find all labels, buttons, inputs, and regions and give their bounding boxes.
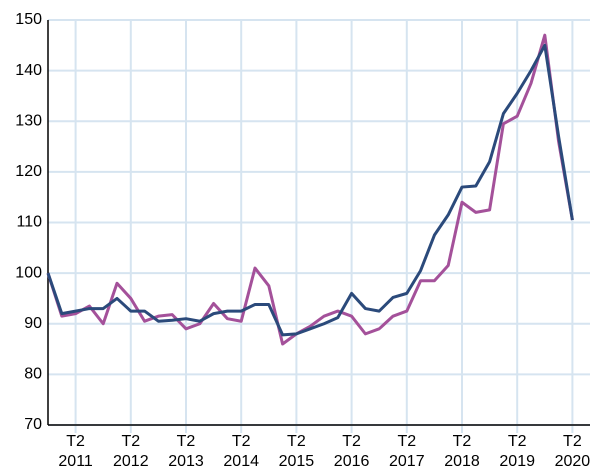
y-tick-label: 130 xyxy=(15,112,42,129)
y-tick-label: 150 xyxy=(15,11,42,28)
x-tick-label: T2 2017 xyxy=(389,433,425,470)
series-line xyxy=(46,33,574,346)
x-tick-label: T2 2016 xyxy=(333,433,370,470)
x-tick-label: T2 2018 xyxy=(444,433,480,470)
y-tick-label: 110 xyxy=(16,214,42,231)
x-tick-label: T2 2011 xyxy=(58,433,93,470)
x-tick-label: T2 2013 xyxy=(168,433,204,470)
x-tick-label: T2 2012 xyxy=(113,433,149,470)
x-tick-label: T2 2014 xyxy=(223,433,259,470)
y-tick-label: 80 xyxy=(24,366,42,383)
y-tick-label: 100 xyxy=(15,264,42,281)
y-tick-label: 140 xyxy=(15,62,42,79)
x-tick-label: T2 2020 xyxy=(554,433,591,470)
x-tick-label: T2 2019 xyxy=(499,433,535,470)
x-tick-label: T2 2015 xyxy=(278,433,315,470)
y-tick-label: 70 xyxy=(24,416,42,433)
y-tick-label: 90 xyxy=(24,315,42,332)
series-line xyxy=(46,43,574,337)
y-tick-label: 120 xyxy=(15,163,42,180)
